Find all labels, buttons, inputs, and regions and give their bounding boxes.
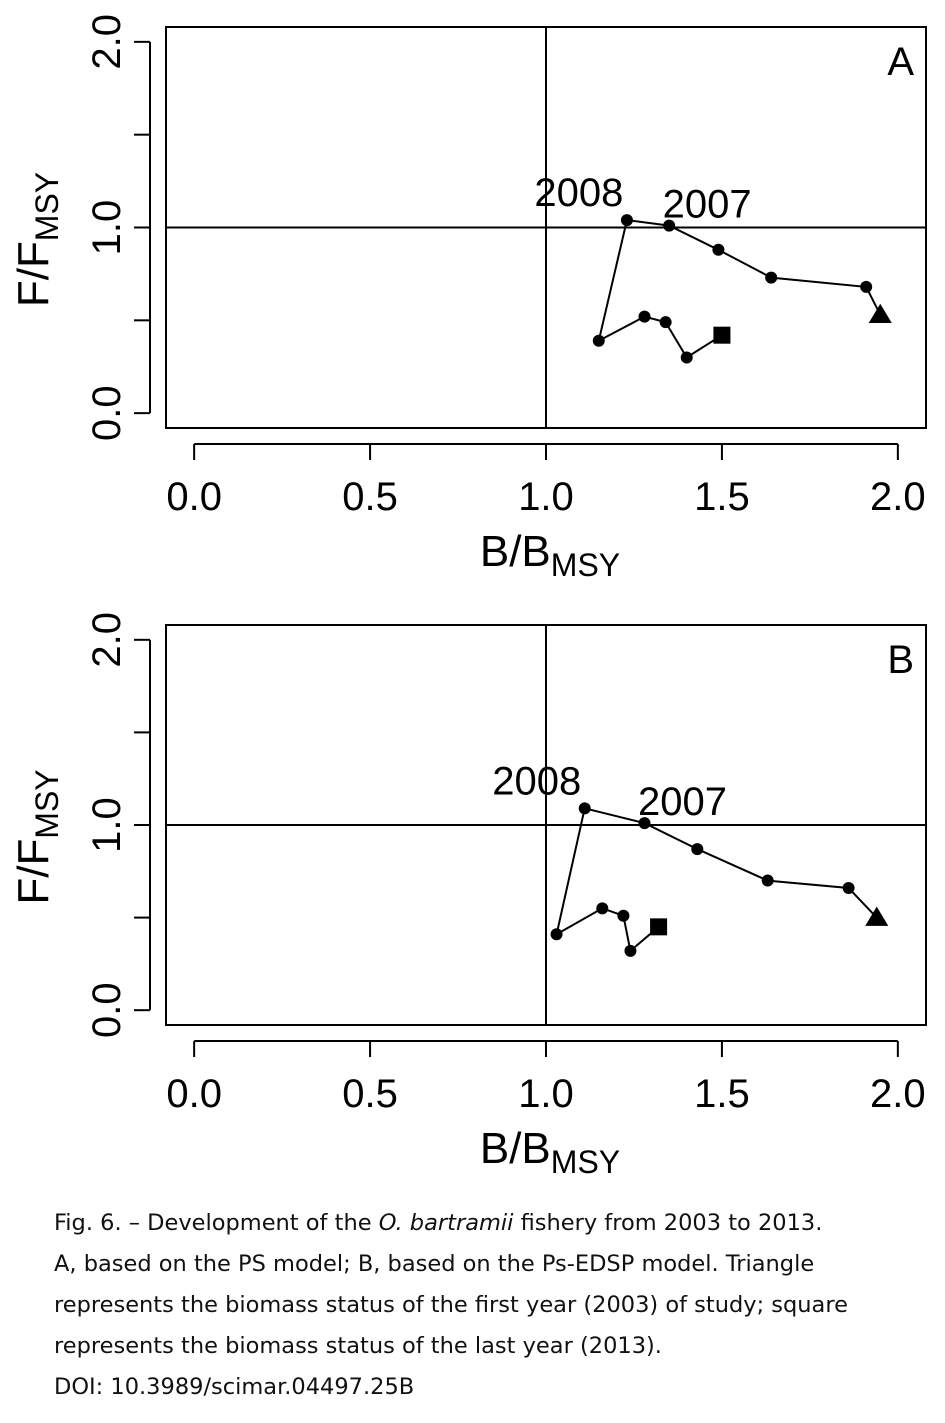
trajectory-line (597, 218, 882, 359)
y-tick-label: 1.0 (85, 797, 129, 853)
year-point (638, 817, 651, 830)
caption-doi: DOI: 10.3989/scimar.04497.25B (54, 1374, 415, 1400)
year-annotation: 2008 (492, 759, 581, 803)
x-tick-label: 0.0 (166, 1072, 222, 1116)
year-annotation: 2007 (638, 780, 727, 824)
y-axis: 0.0 1.0 2.0 (85, 14, 151, 441)
caption-line-4: represents the biomass status of the las… (54, 1333, 662, 1359)
y-tick-label: 1.0 (85, 200, 129, 256)
trajectory-line (555, 807, 878, 953)
y-axis-title: F/FMSY (9, 769, 65, 904)
panel-a: 0.0 0.5 1.0 1.5 2.00.01.02.0B/BMSYF/FMSYA200… (9, 14, 927, 583)
year-point (842, 881, 855, 894)
year-point (578, 802, 591, 815)
x-axis-title-main: B/B (480, 1124, 551, 1173)
y-axis-title-sub: MSY (29, 172, 65, 241)
x-axis: 0.0 0.5 1.0 1.5 2.0 (166, 1040, 926, 1116)
panel-label: A (887, 40, 914, 84)
year-point (624, 944, 637, 957)
x-axis: 0.0 0.5 1.0 1.5 2.0 (166, 443, 926, 519)
caption-species: O. bartramii (378, 1210, 514, 1236)
caption-line-3: represents the biomass status of the fir… (54, 1292, 848, 1318)
caption-line-2: A, based on the PS model; B, based on th… (54, 1251, 815, 1277)
year-point (680, 351, 693, 364)
y-tick-label: 0.0 (85, 982, 129, 1038)
y-tick-label: 2.0 (85, 612, 129, 668)
x-axis-title: B/BMSY (480, 527, 620, 583)
y-axis: 0.0 1.0 2.0 (85, 612, 151, 1038)
figure: 0.0 0.5 1.0 1.5 2.00.01.02.0B/BMSYF/FMSYA200… (9, 14, 927, 1180)
panel-b: 0.0 0.5 1.0 1.5 2.00.01.02.0B/BMSYF/FMSYB200… (9, 612, 927, 1180)
y-axis-title-main: F/F (9, 839, 58, 905)
y-axis-title-sub: MSY (29, 769, 65, 838)
panel-label: B (887, 638, 914, 682)
x-tick-label: 0.5 (342, 475, 398, 519)
year-point (659, 316, 672, 329)
year-point (691, 843, 704, 856)
x-tick-label: 1.5 (694, 1072, 750, 1116)
start-year-triangle (868, 303, 892, 324)
y-tick-label: 0.0 (85, 385, 129, 441)
x-axis-title: B/BMSY (480, 1124, 620, 1180)
end-year-square (650, 918, 668, 936)
x-tick-label: 2.0 (870, 1072, 926, 1116)
x-axis-title-main: B/B (480, 527, 551, 576)
caption-rest-line-1: fishery from 2003 to 2013. (513, 1210, 823, 1236)
end-year-square (713, 326, 731, 344)
year-point (663, 219, 676, 232)
year-point (860, 280, 873, 293)
year-point (765, 271, 778, 284)
year-point (617, 909, 630, 922)
x-axis-title-sub: MSY (551, 1144, 620, 1180)
y-axis-title: F/FMSY (9, 172, 65, 307)
x-tick-label: 2.0 (870, 475, 926, 519)
year-point (638, 310, 651, 323)
x-tick-label: 1.5 (694, 475, 750, 519)
year-point (596, 902, 609, 915)
year-point (620, 214, 633, 227)
x-tick-label: 1.0 (518, 475, 574, 519)
y-tick-label: 2.0 (85, 14, 129, 70)
x-tick-label: 0.0 (166, 475, 222, 519)
figure-caption: Fig. 6. – Development of the O. bartrami… (54, 1203, 934, 1408)
year-point (712, 243, 725, 256)
x-tick-label: 1.0 (518, 1072, 574, 1116)
x-tick-label: 0.5 (342, 1072, 398, 1116)
year-annotation: 2008 (534, 171, 623, 215)
year-point (592, 334, 605, 347)
x-axis-title-sub: MSY (551, 547, 620, 583)
y-axis-title-main: F/F (9, 241, 58, 307)
caption-fig-label: Fig. 6. – Development of the (54, 1210, 379, 1236)
caption-line-1: Fig. 6. – Development of the O. bartrami… (54, 1203, 934, 1244)
start-year-triangle (865, 906, 889, 926)
year-annotation: 2007 (663, 183, 752, 227)
year-point (761, 874, 774, 887)
year-point (550, 928, 563, 941)
